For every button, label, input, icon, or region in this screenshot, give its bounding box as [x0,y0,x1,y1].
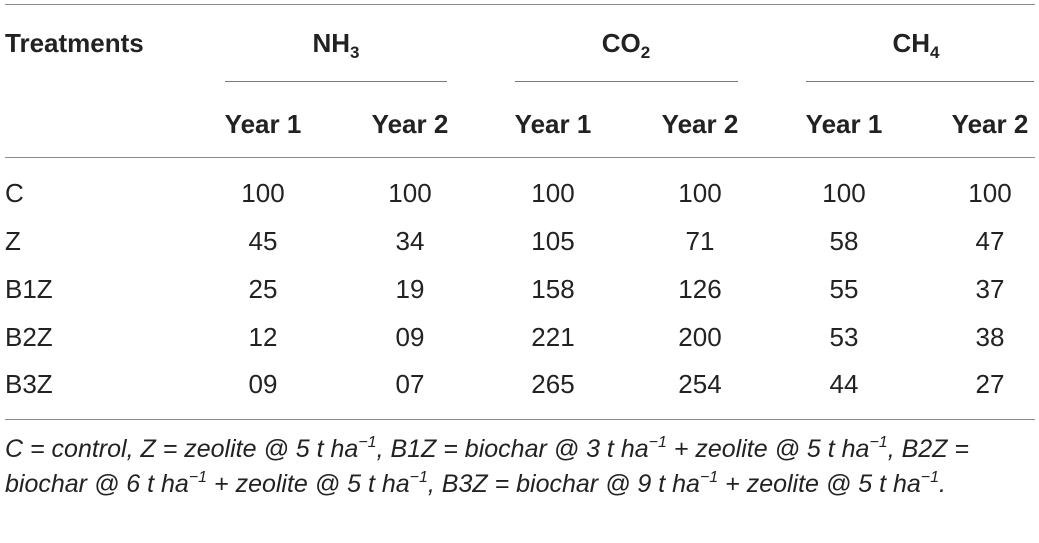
footnote-text: + zeolite @ 5 t ha [666,435,870,463]
header-year: Year 1 [224,109,302,139]
cell-value: 100 [968,178,1012,208]
header-group-nh3: NH3 [276,28,396,61]
cell-value: 100 [678,178,722,208]
group-rule-co2 [515,81,738,82]
cell-value: 71 [685,226,715,256]
row-label: B3Z [5,369,53,399]
row-label: C [5,178,24,208]
cell-value: 126 [678,274,722,304]
cell-value: 100 [822,178,866,208]
cell-value: 200 [678,322,722,352]
footnote-superscript: −1 [699,469,719,486]
footnote-superscript: −1 [869,434,888,451]
cell-value: 07 [395,369,425,399]
cell-value: 58 [829,226,859,256]
cell-value: 53 [829,322,859,352]
cell-value: 45 [248,226,278,256]
group-rule-ch4 [806,81,1034,82]
cell-value: 44 [829,369,859,399]
cell-value: 100 [531,178,575,208]
footnote-superscript: −1 [648,434,667,451]
cell-value: 09 [248,369,278,399]
footnote-text: , B3Z = biochar @ 9 t ha [427,470,700,498]
group-rule-nh3 [225,81,447,82]
group-co2-sub: 2 [640,43,651,62]
bottom-rule [5,419,1035,420]
cell-value: 34 [395,226,425,256]
row-label: B2Z [5,322,53,352]
header-treatments: Treatments [5,28,144,58]
footnote-superscript: −1 [920,469,940,486]
group-nh3-base: NH [312,28,351,58]
footnote-text: , B2Z = biochar @ 6 t ha [5,435,969,498]
footnote-superscript: −1 [188,469,208,486]
cell-value: 19 [395,274,425,304]
footnote-text: + zeolite @ 5 t ha [718,470,921,498]
table-footnote: C = control, Z = zeolite @ 5 t ha−1, B1Z… [5,432,1035,502]
row-label: B1Z [5,274,53,304]
cell-value: 25 [248,274,278,304]
footnote-superscript: −1 [409,469,428,486]
cell-value: 158 [531,274,575,304]
header-year: Year 2 [951,109,1029,139]
header-group-co2: CO2 [566,28,686,61]
row-label: Z [5,226,21,256]
group-nh3-sub: 3 [350,43,360,62]
footnote-superscript: −1 [358,434,377,451]
group-co2-base: CO [601,28,641,58]
cell-value: 12 [248,322,278,352]
header-year: Year 2 [661,109,739,139]
cell-value: 55 [829,274,859,304]
header-rule [5,157,1035,158]
cell-value: 27 [975,369,1005,399]
header-group-ch4: CH4 [856,28,976,61]
cell-value: 265 [531,369,575,399]
cell-value: 37 [975,274,1005,304]
footnote-text: + zeolite @ 5 t ha [207,470,410,498]
cell-value: 100 [241,178,285,208]
header-year: Year 1 [805,109,883,139]
cell-value: 254 [678,369,722,399]
footnote-text: , B1Z = biochar @ 3 t ha [376,435,649,463]
top-rule [5,4,1035,5]
cell-value: 105 [531,226,575,256]
header-year: Year 1 [514,109,592,139]
cell-value: 47 [975,226,1005,256]
cell-value: 38 [975,322,1005,352]
footnote-text: C = control, Z = zeolite @ 5 t ha [5,435,359,463]
cell-value: 100 [388,178,432,208]
group-ch4-base: CH [892,28,931,58]
cell-value: 221 [531,322,575,352]
group-ch4-sub: 4 [930,43,940,62]
cell-value: 09 [395,322,425,352]
header-year: Year 2 [371,109,449,139]
footnote-text: . [939,470,946,498]
